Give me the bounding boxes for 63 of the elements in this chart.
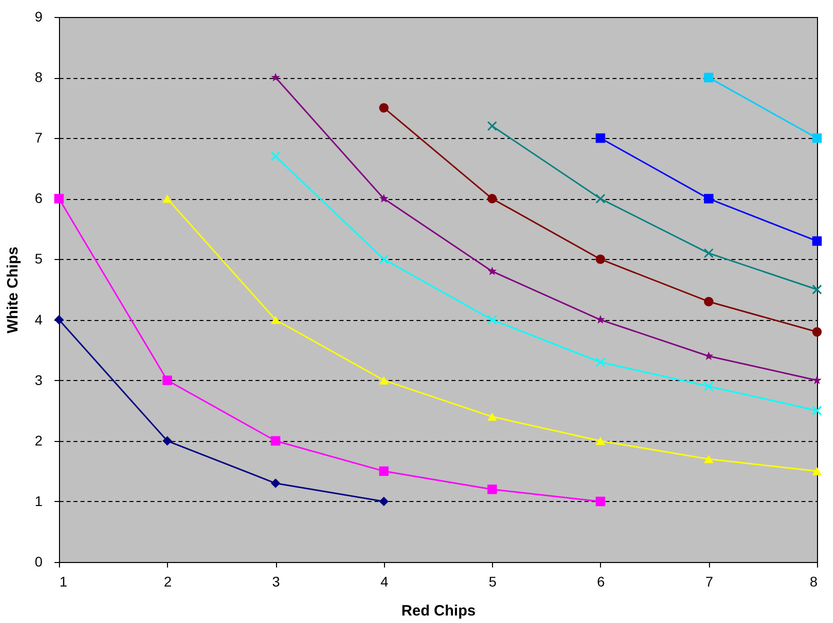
y-tick-label: 3	[34, 372, 43, 388]
point	[704, 72, 714, 82]
point	[271, 72, 280, 82]
x-tick-label: 7	[705, 574, 714, 590]
point	[379, 376, 389, 384]
point	[812, 327, 822, 337]
point	[596, 315, 605, 324]
point	[704, 351, 714, 360]
point	[704, 381, 714, 392]
point	[487, 121, 498, 131]
point	[54, 315, 64, 325]
point	[596, 496, 606, 506]
point	[812, 133, 822, 143]
point	[596, 436, 606, 445]
point	[596, 254, 606, 264]
x-tick-label: 8	[810, 574, 818, 590]
point	[379, 103, 389, 113]
x-tick-label: 3	[272, 574, 280, 590]
point	[704, 194, 714, 204]
x-tick-label: 4	[380, 574, 388, 590]
point	[704, 248, 714, 258]
y-tick-label: 2	[34, 432, 43, 448]
x-tick-label: 6	[597, 574, 606, 590]
point	[812, 236, 822, 246]
point	[812, 284, 822, 294]
point	[812, 467, 822, 476]
y-tick-label: 0	[34, 554, 43, 570]
y-tick-label: 7	[34, 130, 43, 146]
y-tick-label: 4	[34, 311, 43, 328]
point	[487, 412, 497, 421]
point	[162, 436, 172, 446]
point	[487, 484, 497, 494]
point	[595, 194, 606, 204]
x-axis-title: Red Chips	[401, 602, 476, 620]
y-tick-label: 5	[34, 250, 43, 267]
point	[596, 133, 606, 143]
point	[270, 436, 280, 446]
point	[487, 314, 498, 325]
point	[812, 376, 822, 384]
y-tick-label: 6	[34, 190, 43, 206]
x-tick-label: 5	[488, 574, 497, 590]
point	[162, 376, 172, 386]
point	[270, 316, 280, 324]
point	[704, 296, 714, 306]
point	[379, 466, 389, 476]
point	[379, 496, 389, 506]
y-tick-label: 1	[34, 492, 43, 509]
point	[162, 194, 172, 203]
point	[54, 194, 64, 204]
point	[378, 254, 389, 264]
point	[704, 454, 714, 464]
x-tick-label: 1	[60, 574, 68, 590]
point	[270, 478, 280, 488]
point	[270, 151, 281, 162]
x-tick-label: 2	[164, 574, 172, 590]
point	[487, 194, 497, 204]
y-axis-title: White Chips	[4, 246, 22, 334]
y-tick-label: 8	[34, 69, 43, 86]
point	[595, 357, 606, 368]
point	[488, 266, 497, 276]
point	[379, 194, 388, 203]
point	[812, 406, 822, 416]
y-tick-label: 9	[34, 8, 43, 24]
